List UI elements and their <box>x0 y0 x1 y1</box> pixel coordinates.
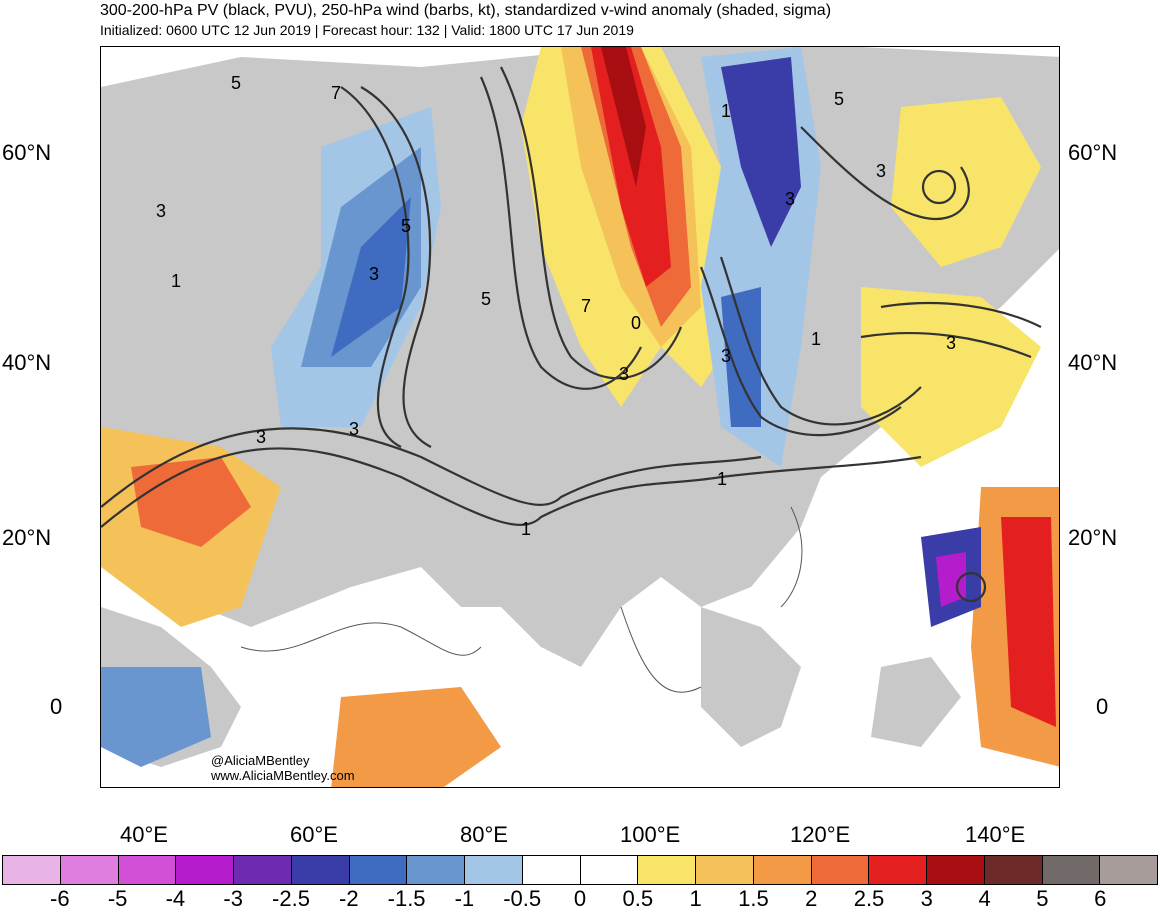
lat-label-left: 40°N <box>2 350 52 375</box>
contour-label: 1 <box>717 469 727 489</box>
colorbar-label: 6 <box>1094 886 1107 911</box>
lat-label-left: 60°N <box>2 140 52 165</box>
contour-label: 3 <box>876 161 886 181</box>
colorbar-swatch <box>696 856 754 884</box>
colorbar-swatch <box>927 856 985 884</box>
contour-label: 5 <box>401 216 411 236</box>
lat-label-left: 0 <box>50 694 63 719</box>
lon-label: 140°E <box>965 822 1026 847</box>
contour-label: 5 <box>834 89 844 109</box>
contour-label: 3 <box>946 333 956 353</box>
colorbar-swatch <box>1100 856 1157 884</box>
anomaly-shading <box>101 47 1059 787</box>
lon-label: 40°E <box>120 822 168 847</box>
colorbar-swatch <box>407 856 465 884</box>
contour-label: 1 <box>171 271 181 291</box>
colorbar-label: 3 <box>920 886 933 911</box>
positive-anomaly-area <box>601 47 646 187</box>
colorbar-label: 2.5 <box>853 886 885 911</box>
colorbar-label: -0.5 <box>503 886 542 911</box>
contour-label: 0 <box>631 313 641 333</box>
colorbar-label: 0 <box>573 886 587 911</box>
colorbar-swatch <box>349 856 408 884</box>
weather-map: 5 7 3 1 5 3 5 7 0 3 3 1 5 3 3 3 1 1 3 3 … <box>100 46 1060 788</box>
contour-label: 1 <box>811 329 821 349</box>
lat-label-right: 60°N <box>1068 140 1118 165</box>
map-canvas: 5 7 3 1 5 3 5 7 0 3 3 1 5 3 3 3 1 1 3 3 … <box>101 47 1059 787</box>
colorbar <box>2 855 1158 885</box>
colorbar-label: 4 <box>978 886 991 911</box>
credit-handle: @AliciaMBentley <box>211 753 310 768</box>
positive-anomaly-area <box>891 97 1041 267</box>
contour-label: 5 <box>481 289 491 309</box>
colorbar-swatch <box>984 856 1043 884</box>
negative-anomaly-area <box>936 552 966 607</box>
negative-anomaly-area <box>721 287 761 427</box>
lat-label-left: 20°N <box>2 525 52 550</box>
negative-anomaly-area <box>331 197 411 357</box>
colorbar-swatch <box>465 856 523 884</box>
positive-anomaly-area <box>861 287 1041 467</box>
colorbar-swatch <box>3 856 61 884</box>
contour-label: 3 <box>619 364 629 384</box>
contour-label: 7 <box>331 83 341 103</box>
lat-label-right: 0 <box>1096 694 1109 719</box>
contour-label: 5 <box>231 73 241 93</box>
map-subtitle: Initialized: 0600 UTC 12 Jun 2019 | Fore… <box>100 22 634 38</box>
map-title: 300-200-hPa PV (black, PVU), 250-hPa win… <box>100 2 832 19</box>
lon-label: 60°E <box>290 822 338 847</box>
lon-label: 80°E <box>460 822 508 847</box>
contour-label: 3 <box>349 419 359 439</box>
contour-label: 3 <box>256 427 266 447</box>
colorbar-label: 1.5 <box>738 886 769 911</box>
colorbar-swatch <box>234 856 292 884</box>
colorbar-label: 0.5 <box>622 886 654 911</box>
positive-anomaly-area <box>331 687 501 787</box>
contour-label: 3 <box>156 201 166 221</box>
colorbar-label: -6 <box>50 886 70 911</box>
colorbar-swatch <box>176 856 234 884</box>
colorbar-swatch <box>291 856 350 884</box>
colorbar-label: 1 <box>689 886 702 911</box>
colorbar-swatch <box>60 856 119 884</box>
contour-label: 3 <box>785 189 795 209</box>
negative-anomaly-area <box>721 57 801 247</box>
colorbar-swatch <box>869 856 927 884</box>
positive-anomaly-area <box>131 457 251 547</box>
coastlines <box>240 506 803 693</box>
colorbar-label: -1 <box>454 886 475 911</box>
colorbar-label: -2 <box>339 886 359 911</box>
colorbar-label: -1.5 <box>387 886 426 911</box>
credit-url: www.AliciaMBentley.com <box>211 768 355 783</box>
contour-label: 3 <box>721 346 731 366</box>
contour-label-group: 5 7 3 1 5 3 5 7 0 3 3 1 5 3 3 3 1 1 3 3 … <box>156 73 956 539</box>
lat-label-right: 40°N <box>1068 350 1118 375</box>
colorbar-swatch <box>118 856 177 884</box>
colorbar-swatch <box>580 856 639 884</box>
contour-label: 1 <box>721 101 731 121</box>
contour-label: 7 <box>581 296 591 316</box>
pv-contours <box>101 66 1042 603</box>
positive-anomaly-area <box>1001 517 1056 727</box>
colorbar-swatch <box>522 856 581 884</box>
lon-label: 100°E <box>620 822 681 847</box>
colorbar-label: -3 <box>223 886 243 911</box>
colorbar-swatch <box>1042 856 1101 884</box>
lat-label-right: 20°N <box>1068 525 1118 550</box>
negative-anomaly-area <box>101 667 211 767</box>
lon-label: 120°E <box>790 822 851 847</box>
colorbar-label: -5 <box>107 886 128 911</box>
colorbar-label: -4 <box>165 886 186 911</box>
contour-label: 1 <box>521 519 531 539</box>
contour-label: 3 <box>369 264 379 284</box>
colorbar-label: 5 <box>1036 886 1049 911</box>
colorbar-swatch <box>638 856 696 884</box>
colorbar-label: -2.5 <box>272 886 310 911</box>
colorbar-label: 2 <box>805 886 818 911</box>
colorbar-swatch <box>753 856 812 884</box>
colorbar-swatch <box>811 856 870 884</box>
